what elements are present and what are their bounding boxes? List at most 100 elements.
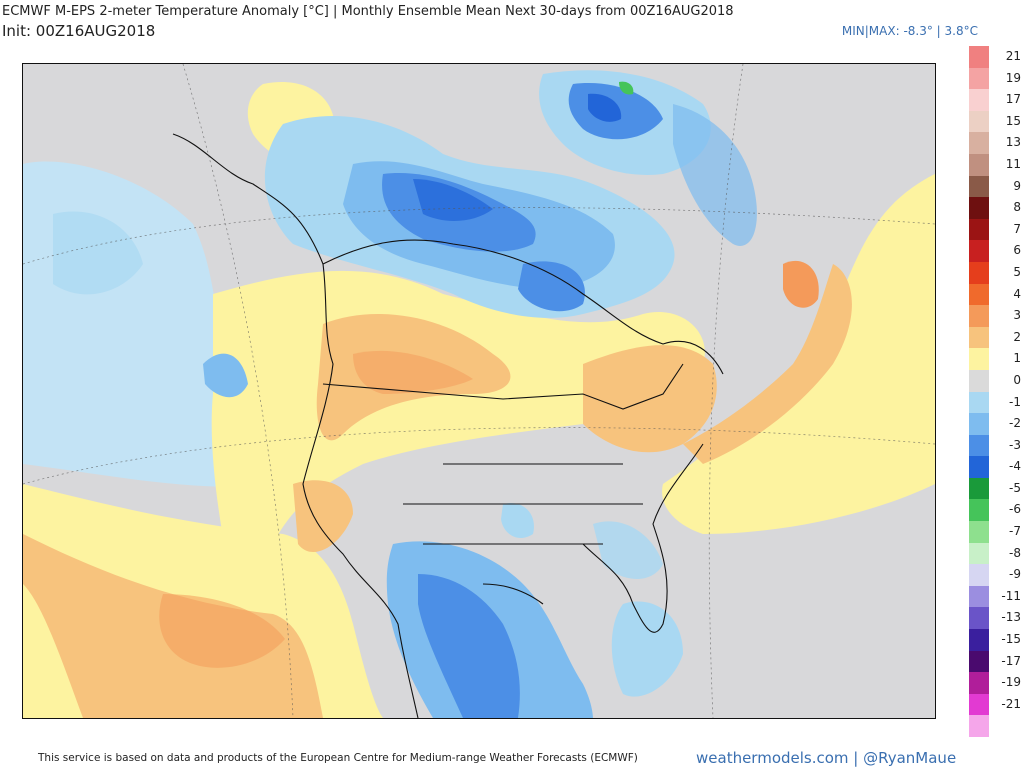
legend-label: -9 xyxy=(1009,567,1021,582)
legend-swatch xyxy=(969,521,989,543)
legend-entry: 0 xyxy=(969,369,1021,392)
legend-label: -7 xyxy=(1009,524,1021,539)
legend-label: -15 xyxy=(1001,632,1021,647)
anomaly-map[interactable] xyxy=(22,63,936,719)
legend-label: 1 xyxy=(1013,351,1021,366)
legend-entry: -1 xyxy=(969,391,1021,414)
legend-label: -3 xyxy=(1009,437,1021,452)
legend-swatch xyxy=(969,261,989,284)
legend-label: -17 xyxy=(1001,653,1021,668)
legend-entry: -6 xyxy=(969,499,1021,522)
legend-swatch xyxy=(969,218,989,241)
color-legend: 21 19 17 15 13 11 9 8 7 6 5 4 3 2 1 0 -1 -2 -3 -4 -5 -6 -7 -8 -9… xyxy=(969,46,1021,737)
legend-label: -5 xyxy=(1009,480,1021,495)
legend-label: -2 xyxy=(1009,416,1021,431)
legend-swatch xyxy=(969,672,989,694)
legend-label: 5 xyxy=(1013,264,1021,279)
legend-label: 11 xyxy=(1005,156,1021,171)
legend-entry: 17 xyxy=(969,89,1021,111)
legend-label: -4 xyxy=(1009,459,1021,474)
legend-swatch xyxy=(969,369,989,392)
legend-label: 19 xyxy=(1005,70,1021,85)
legend-entry: 13 xyxy=(969,132,1021,154)
legend-label: 6 xyxy=(1013,243,1021,258)
legend-label: 7 xyxy=(1013,221,1021,236)
legend-entry: 15 xyxy=(969,110,1021,133)
legend-swatch xyxy=(969,650,989,673)
legend-swatch xyxy=(969,89,989,111)
legend-label: -21 xyxy=(1001,696,1021,711)
legend-entry xyxy=(969,715,1021,737)
legend-swatch xyxy=(969,413,989,435)
footer-credit: This service is based on data and produc… xyxy=(38,752,638,764)
legend-swatch xyxy=(969,175,989,198)
legend-entry: -17 xyxy=(969,650,1021,673)
legend-entry: 6 xyxy=(969,240,1021,262)
legend-entry: -8 xyxy=(969,542,1021,565)
legend-entry: 1 xyxy=(969,348,1021,370)
legend-entry: -11 xyxy=(969,585,1021,608)
legend-label: -19 xyxy=(1001,675,1021,690)
legend-entry: -5 xyxy=(969,477,1021,500)
legend-label: -8 xyxy=(1009,545,1021,560)
legend-swatch xyxy=(969,542,989,565)
legend-swatch xyxy=(969,132,989,154)
map-canvas xyxy=(23,64,935,718)
legend-swatch xyxy=(969,585,989,608)
legend-label: 2 xyxy=(1013,329,1021,344)
map-title: ECMWF M-EPS 2-meter Temperature Anomaly … xyxy=(2,4,734,19)
legend-swatch xyxy=(969,434,989,457)
legend-entry: 19 xyxy=(969,67,1021,90)
legend-entry: 3 xyxy=(969,305,1021,327)
legend-label: -11 xyxy=(1001,588,1021,603)
legend-entry: -13 xyxy=(969,607,1021,630)
min-max-readout: MIN|MAX: -8.3° | 3.8°C xyxy=(841,24,978,38)
legend-label: 17 xyxy=(1005,92,1021,107)
legend-entry: 8 xyxy=(969,197,1021,219)
legend-entry: 21 xyxy=(969,46,1021,68)
brand-link[interactable]: weathermodels.com | @RyanMaue xyxy=(696,749,957,767)
legend-label: 21 xyxy=(1005,49,1021,63)
legend-entry: -7 xyxy=(969,521,1021,543)
legend-entry: -21 xyxy=(969,693,1021,716)
init-time: Init: 00Z16AUG2018 xyxy=(2,22,156,40)
coastlines xyxy=(172,133,724,718)
legend-swatch xyxy=(969,629,989,651)
legend-entry: -3 xyxy=(969,434,1021,457)
legend-entry: -15 xyxy=(969,629,1021,651)
legend-swatch xyxy=(969,348,989,370)
legend-label: -6 xyxy=(1009,502,1021,517)
legend-swatch xyxy=(969,693,989,716)
legend-entry: 9 xyxy=(969,175,1021,198)
legend-label: 8 xyxy=(1013,200,1021,215)
legend-swatch xyxy=(969,715,989,737)
legend-swatch xyxy=(969,110,989,133)
legend-entry: -9 xyxy=(969,564,1021,586)
legend-swatch xyxy=(969,46,989,68)
legend-swatch xyxy=(969,499,989,522)
legend-entry: 2 xyxy=(969,326,1021,349)
legend-entry: 5 xyxy=(969,261,1021,284)
legend-swatch xyxy=(969,607,989,630)
legend-swatch xyxy=(969,197,989,219)
graticule xyxy=(23,64,935,718)
legend-entry: -4 xyxy=(969,456,1021,478)
legend-label: 0 xyxy=(1013,372,1021,387)
legend-swatch xyxy=(969,456,989,478)
legend-swatch xyxy=(969,391,989,414)
legend-swatch xyxy=(969,240,989,262)
legend-swatch xyxy=(969,153,989,176)
legend-label: 9 xyxy=(1013,178,1021,193)
legend-swatch xyxy=(969,283,989,306)
legend-swatch xyxy=(969,564,989,586)
legend-label: -1 xyxy=(1009,394,1021,409)
legend-label: 15 xyxy=(1005,113,1021,128)
legend-swatch xyxy=(969,67,989,90)
legend-entry: -19 xyxy=(969,672,1021,694)
legend-label: 3 xyxy=(1013,308,1021,323)
legend-label: 13 xyxy=(1005,135,1021,150)
legend-label: -13 xyxy=(1001,610,1021,625)
legend-swatch xyxy=(969,326,989,349)
legend-entry: 11 xyxy=(969,153,1021,176)
legend-label: 4 xyxy=(1013,286,1021,301)
